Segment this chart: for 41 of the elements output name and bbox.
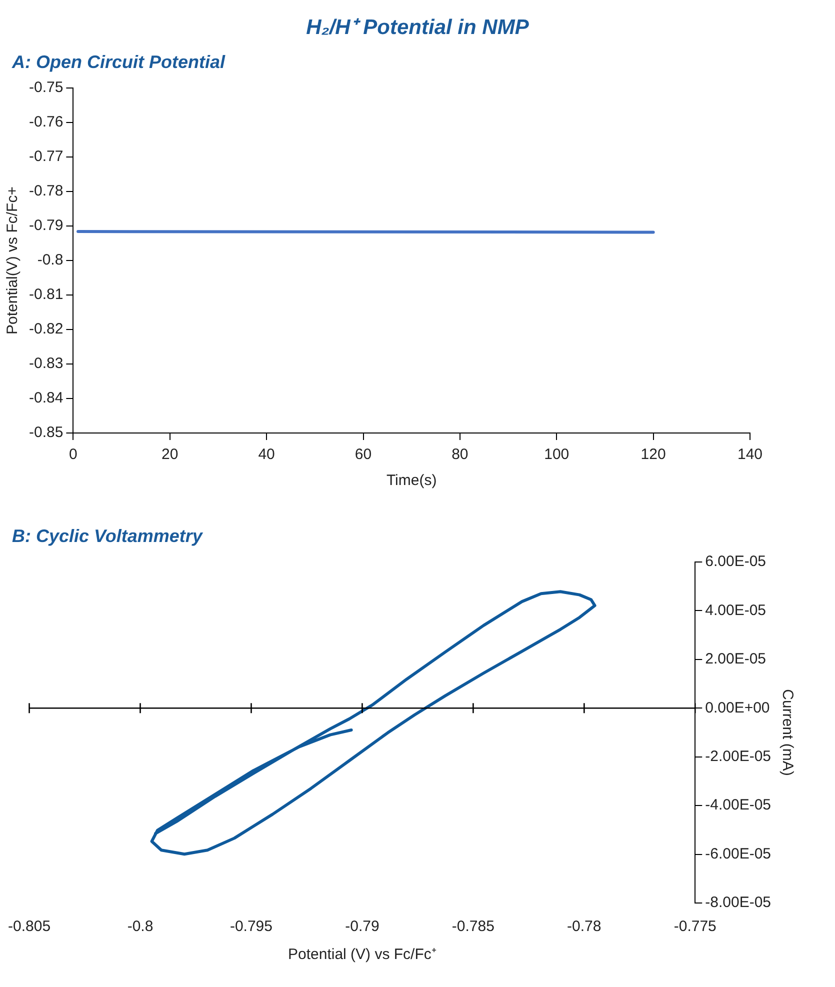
x-tick-label: 40 — [258, 446, 275, 464]
x-axis-title: Time(s) — [386, 472, 437, 490]
x-tick-label: 60 — [354, 446, 372, 464]
y2-axis-title: Current (mA) — [778, 689, 796, 776]
x-tick-label: -0.79 — [345, 918, 380, 936]
x-tick-label: 100 — [544, 446, 570, 464]
y-tick-label: -0.83 — [28, 355, 64, 372]
x-tick-label: -0.78 — [567, 918, 602, 936]
y-tick-label: -0.81 — [28, 286, 64, 304]
chart-title: B: Cyclic Voltammetry — [12, 526, 204, 548]
y2-tick-label: 4.00E-05 — [705, 602, 766, 619]
chart-subtitle: A: Open Circuit Potential — [12, 52, 226, 74]
y-tick-label: -0.77 — [28, 148, 64, 166]
y2-tick-label: -2.00E-05 — [705, 748, 771, 765]
y2-tick-label: -6.00E-05 — [705, 845, 771, 862]
y-tick-label: -0.78 — [28, 182, 64, 200]
x-tick-label: -0.805 — [8, 918, 51, 936]
x-tick-label: 140 — [737, 446, 763, 464]
y2-tick-label: 2.00E-05 — [705, 650, 766, 668]
y2-tick-label: -8.00E-05 — [705, 894, 771, 912]
x-tick-label: -0.8 — [127, 918, 154, 936]
x-tick-label: 80 — [452, 446, 468, 464]
y-tick-label: -0.76 — [28, 114, 64, 131]
y-tick-label: -0.79 — [28, 217, 64, 234]
y-tick-label: -0.84 — [28, 390, 64, 407]
y-tick-label: -0.82 — [28, 320, 64, 338]
x-tick-label: 0 — [69, 446, 78, 464]
y-tick-label: -0.75 — [28, 79, 64, 96]
y2-tick-label: 6.00E-05 — [705, 553, 766, 570]
y2-tick-label: 0.00E+00 — [705, 699, 770, 716]
x-tick-label: -0.785 — [452, 918, 494, 936]
y-axis-title: Potential(V) vs Fc/Fc+ — [4, 186, 22, 334]
x-tick-label: 20 — [162, 446, 178, 464]
y-tick-label: -0.85 — [28, 424, 64, 442]
y-tick-label: -0.8 — [37, 252, 64, 269]
x-tick-label: -0.795 — [230, 918, 272, 936]
y2-tick-label: -4.00E-05 — [705, 796, 771, 814]
x-tick-label: 120 — [640, 446, 666, 464]
x-tick-label: -0.775 — [674, 918, 716, 936]
x-axis-title: Potential (V) vs Fc/Fc⁺ — [288, 946, 436, 964]
chart-title: H₂/H⁺ Potential in NMP — [305, 15, 530, 41]
